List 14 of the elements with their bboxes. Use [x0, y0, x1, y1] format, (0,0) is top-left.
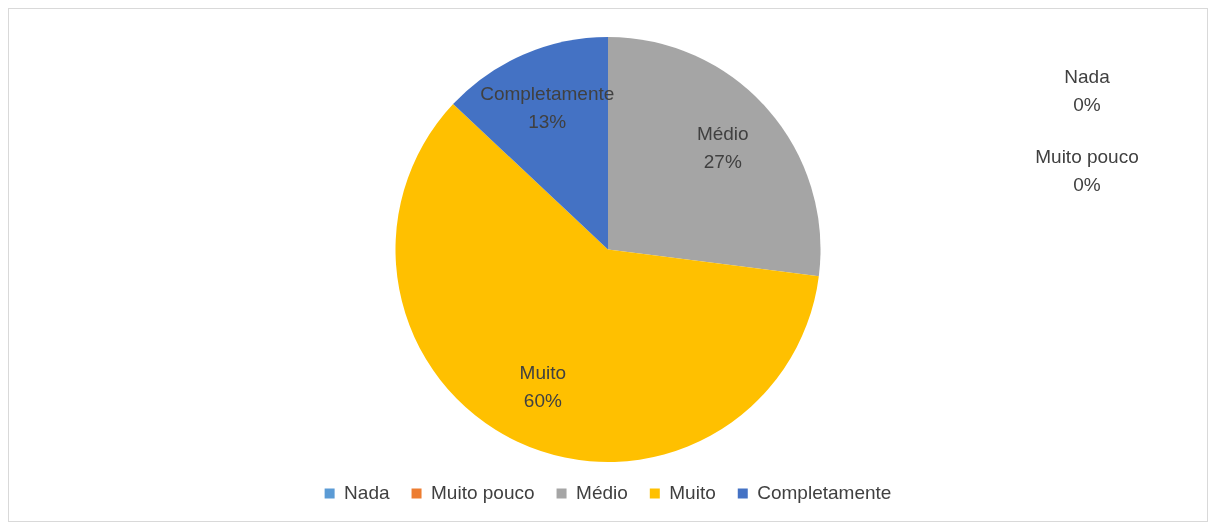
slice-label: Muito	[519, 362, 567, 384]
legend-label: Completamente	[757, 481, 892, 503]
data-label: 13%	[528, 111, 567, 133]
text: 0%	[1073, 94, 1101, 116]
legend-label: Médio	[576, 481, 628, 503]
slice-label: Médio	[696, 122, 749, 144]
data-label: 60%	[523, 390, 562, 412]
data-label: 27%	[703, 150, 742, 172]
legend-label: Nada	[344, 481, 390, 503]
category-label: Muito pouco	[1035, 146, 1139, 168]
category-label: Nada	[1064, 66, 1110, 88]
legend-label: Muito	[669, 481, 716, 503]
text: 0%	[1073, 174, 1101, 196]
legend-label: Muito pouco	[431, 481, 535, 503]
